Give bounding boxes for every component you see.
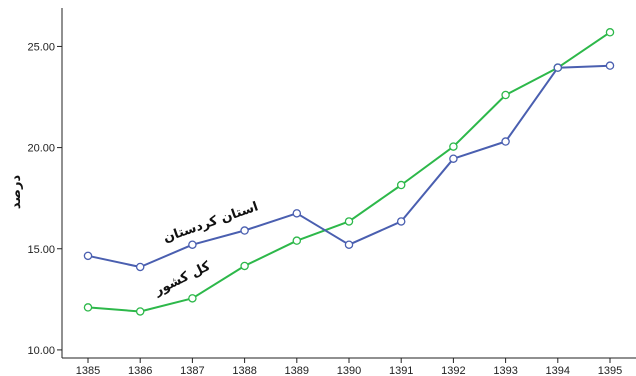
data-point-country xyxy=(396,180,406,190)
y-axis-label: درصد xyxy=(9,175,24,210)
y-axis-ticks: 10.00 15.00 20.00 25.00 xyxy=(27,41,62,357)
data-point-country xyxy=(449,142,458,151)
data-point-country xyxy=(501,90,510,100)
series-line-country xyxy=(87,31,611,313)
x-tick-label: 1387 xyxy=(180,365,204,376)
x-tick-label: 1388 xyxy=(232,365,256,376)
x-tick-label: 1385 xyxy=(76,365,100,376)
x-tick-label: 1393 xyxy=(493,365,517,376)
data-point-kurdistan xyxy=(553,63,563,72)
data-point-kurdistan xyxy=(135,262,145,272)
data-point-kurdistan xyxy=(344,240,354,249)
x-tick-label: 1391 xyxy=(389,365,413,376)
data-point-kurdistan xyxy=(188,240,197,249)
data-point-country xyxy=(344,217,354,226)
data-point-kurdistan xyxy=(449,154,458,163)
x-axis-ticks: 1385 1386 1387 1388 1389 1390 1391 1392 1393 1394… xyxy=(76,358,622,376)
series-annotation-country: کل کشور xyxy=(151,259,213,299)
series-layer xyxy=(83,28,615,316)
x-tick-label: 1394 xyxy=(546,365,570,376)
data-point-kurdistan xyxy=(605,61,615,70)
x-tick-label: 1392 xyxy=(441,365,465,376)
y-tick-label: 25.00 xyxy=(27,41,55,53)
data-point-kurdistan xyxy=(501,137,510,146)
data-point-kurdistan xyxy=(240,226,249,235)
data-point-kurdistan xyxy=(292,209,302,218)
y-tick-label: 15.00 xyxy=(27,244,55,256)
data-point-country xyxy=(240,261,249,271)
data-point-country xyxy=(188,294,197,303)
data-point-country xyxy=(83,303,93,312)
x-tick-label: 1390 xyxy=(337,365,361,376)
data-point-country xyxy=(605,28,615,37)
x-tick-label: 1386 xyxy=(128,365,152,376)
data-point-country xyxy=(292,236,302,245)
y-tick-label: 20.00 xyxy=(27,143,55,155)
x-tick-label: 1395 xyxy=(598,365,622,376)
data-point-kurdistan xyxy=(396,217,406,226)
data-point-kurdistan xyxy=(83,251,93,261)
y-tick-label: 10.00 xyxy=(27,345,55,357)
data-point-country xyxy=(135,307,145,316)
x-tick-label: 1389 xyxy=(285,365,309,376)
